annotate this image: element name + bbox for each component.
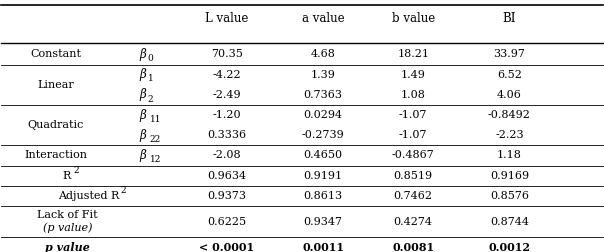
Text: Adjusted R: Adjusted R xyxy=(59,191,120,201)
Text: -2.08: -2.08 xyxy=(213,150,241,161)
Text: < 0.0001: < 0.0001 xyxy=(199,242,254,252)
Text: 12: 12 xyxy=(150,155,161,164)
Text: β: β xyxy=(140,88,146,101)
Text: b value: b value xyxy=(391,12,435,25)
Text: 2: 2 xyxy=(74,166,79,175)
Text: -0.8492: -0.8492 xyxy=(488,110,531,120)
Text: β: β xyxy=(140,68,146,81)
Text: β: β xyxy=(140,109,146,121)
Text: -4.22: -4.22 xyxy=(213,70,241,80)
Text: Constant: Constant xyxy=(30,49,81,59)
Text: 2: 2 xyxy=(120,186,126,195)
Text: 2: 2 xyxy=(148,94,153,104)
Text: 0.3336: 0.3336 xyxy=(207,130,246,140)
Text: 18.21: 18.21 xyxy=(397,49,429,59)
Text: -0.2739: -0.2739 xyxy=(301,130,344,140)
Text: 1.39: 1.39 xyxy=(310,70,335,80)
Text: 4.68: 4.68 xyxy=(310,49,335,59)
Text: 0.9634: 0.9634 xyxy=(207,171,246,181)
Text: p value: p value xyxy=(45,242,90,252)
Text: 33.97: 33.97 xyxy=(493,49,525,59)
Text: -1.20: -1.20 xyxy=(213,110,241,120)
Text: 0: 0 xyxy=(147,54,153,63)
Text: -1.07: -1.07 xyxy=(399,130,428,140)
Text: 11: 11 xyxy=(150,115,161,124)
Text: β: β xyxy=(140,129,146,142)
Text: 4.06: 4.06 xyxy=(497,90,522,100)
Text: 0.8519: 0.8519 xyxy=(394,171,433,181)
Text: -0.4867: -0.4867 xyxy=(392,150,435,161)
Text: 0.9373: 0.9373 xyxy=(207,191,246,201)
Text: β: β xyxy=(140,48,146,61)
Text: 0.8613: 0.8613 xyxy=(303,191,342,201)
Text: Lack of Fit: Lack of Fit xyxy=(37,210,98,220)
Text: 0.7462: 0.7462 xyxy=(394,191,432,201)
Text: 0.6225: 0.6225 xyxy=(207,217,246,227)
Text: 0.8576: 0.8576 xyxy=(490,191,529,201)
Text: 0.4274: 0.4274 xyxy=(394,217,432,227)
Text: 0.0012: 0.0012 xyxy=(489,242,530,252)
Text: BI: BI xyxy=(503,12,516,25)
Text: R: R xyxy=(62,171,71,181)
Text: Quadratic: Quadratic xyxy=(27,120,84,130)
Text: 6.52: 6.52 xyxy=(497,70,522,80)
Text: 1.18: 1.18 xyxy=(497,150,522,161)
Text: β: β xyxy=(140,149,146,162)
Text: Linear: Linear xyxy=(37,80,74,90)
Text: 1.08: 1.08 xyxy=(401,90,426,100)
Text: 0.9169: 0.9169 xyxy=(490,171,529,181)
Text: Interaction: Interaction xyxy=(24,150,87,161)
Text: 22: 22 xyxy=(150,135,161,144)
Text: 0.0081: 0.0081 xyxy=(392,242,434,252)
Text: 1: 1 xyxy=(147,74,153,83)
Text: -2.23: -2.23 xyxy=(495,130,524,140)
Text: 0.0011: 0.0011 xyxy=(302,242,344,252)
Text: 0.9347: 0.9347 xyxy=(304,217,342,227)
Text: 0.7363: 0.7363 xyxy=(304,90,342,100)
Text: L value: L value xyxy=(205,12,248,25)
Text: 0.4650: 0.4650 xyxy=(303,150,342,161)
Text: 0.9191: 0.9191 xyxy=(303,171,342,181)
Text: 0.0294: 0.0294 xyxy=(303,110,342,120)
Text: 1.49: 1.49 xyxy=(401,70,426,80)
Text: -2.49: -2.49 xyxy=(213,90,241,100)
Text: a value: a value xyxy=(302,12,344,25)
Text: 0.8744: 0.8744 xyxy=(490,217,529,227)
Text: -1.07: -1.07 xyxy=(399,110,428,120)
Text: 70.35: 70.35 xyxy=(211,49,243,59)
Text: (p value): (p value) xyxy=(43,223,92,233)
